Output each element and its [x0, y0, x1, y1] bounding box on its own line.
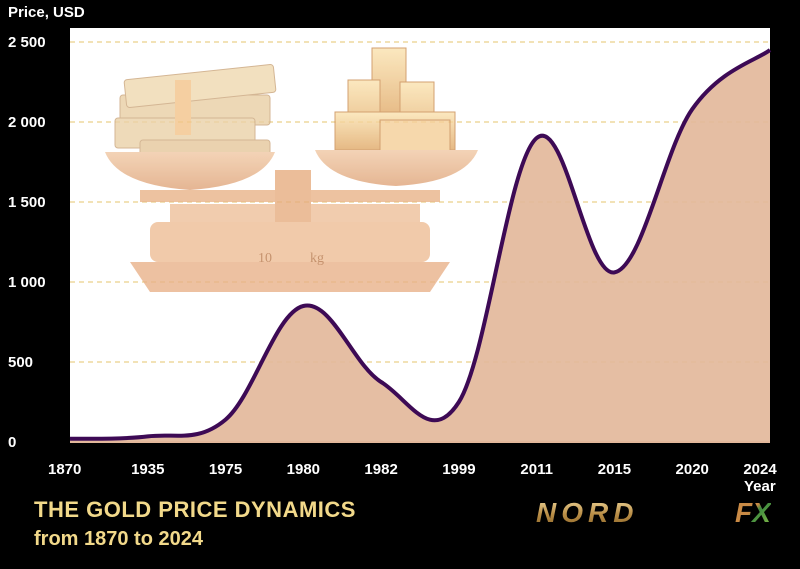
- logo-text: NORD: [536, 497, 639, 528]
- scale-illustration: 10 kg: [105, 47, 478, 292]
- y-tick-label: 2 000: [8, 114, 46, 131]
- svg-text:kg: kg: [310, 251, 324, 266]
- x-axis-ticks: 1870 1935 1975 1980 1982 1999 2011 2015 2020 2024: [48, 461, 777, 478]
- x-tick-label: 1870: [48, 461, 81, 478]
- chart-subtitle: from 1870 to 2024: [34, 528, 203, 550]
- y-tick-label: 500: [8, 354, 33, 371]
- gold-bars-icon: [334, 47, 456, 157]
- nordfx-logo: NORD: [536, 497, 638, 529]
- y-tick-label: 1 500: [8, 194, 46, 211]
- x-tick-label: 2024: [743, 461, 777, 478]
- svg-text:10: 10: [258, 251, 272, 266]
- x-tick-label: 2020: [676, 461, 709, 478]
- x-tick-label: 1982: [364, 461, 397, 478]
- x-tick-label: 2011: [520, 461, 553, 478]
- y-tick-label: 2 500: [8, 34, 46, 51]
- y-axis-ticks: 0 500 1 000 1 500 2 000 2 500: [8, 34, 46, 451]
- x-tick-label: 1980: [287, 461, 320, 478]
- y-tick-label: 1 000: [8, 274, 46, 291]
- y-tick-label: 0: [8, 434, 16, 451]
- x-tick-label: 1935: [131, 461, 164, 478]
- right-pan-icon: [315, 150, 478, 186]
- money-stack-icon: [114, 64, 277, 159]
- left-pan-icon: [105, 152, 275, 190]
- x-tick-label: 1975: [209, 461, 242, 478]
- y-axis-label: Price, USD: [8, 4, 85, 21]
- logo-accent-text: FX: [735, 497, 771, 528]
- price-line: [69, 48, 772, 441]
- chart-title: THE GOLD PRICE DYNAMICS: [34, 497, 356, 522]
- x-tick-label: 1999: [442, 461, 475, 478]
- x-axis-label: Year: [744, 478, 776, 495]
- logo-accent: FX: [735, 497, 771, 529]
- price-area: [70, 50, 770, 442]
- x-tick-label: 2015: [598, 461, 631, 478]
